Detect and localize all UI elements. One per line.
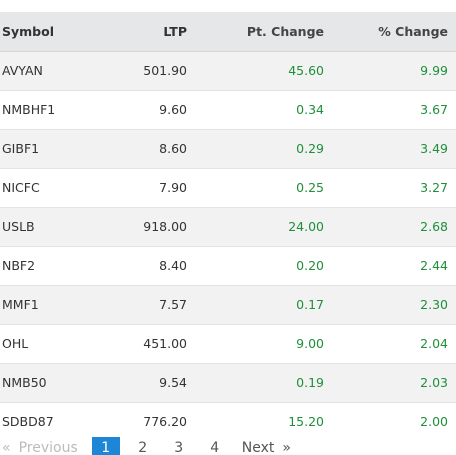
pct-change-cell: 3.67 [326, 89, 456, 129]
previous-button: Previous [18, 440, 78, 455]
page-4-button[interactable]: 4 [210, 440, 220, 455]
pt-change-cell: 0.17 [188, 284, 326, 324]
previous-arrow-icon: « [2, 440, 11, 455]
ltp-cell: 501.90 [104, 50, 188, 90]
pt-change-cell: 15.20 [188, 401, 326, 441]
pt-change-cell: 0.20 [188, 245, 326, 285]
pct-change-cell: 2.04 [326, 323, 456, 363]
table-row[interactable]: USLB 918.00 24.00 2.68 [0, 206, 456, 246]
table-row[interactable]: SDBD87 776.20 15.20 2.00 [0, 401, 456, 441]
ltp-cell: 776.20 [104, 401, 188, 441]
table-row[interactable]: OHL 451.00 9.00 2.04 [0, 323, 456, 363]
pt-change-cell: 45.60 [188, 50, 326, 90]
table-row[interactable]: NMBHF1 9.60 0.34 3.67 [0, 89, 456, 129]
symbol-cell[interactable]: AVYAN [0, 50, 104, 90]
symbol-cell[interactable]: SDBD87 [0, 401, 104, 441]
ltp-cell: 8.60 [104, 128, 188, 168]
page-list: 1 2 3 4 [78, 437, 228, 455]
symbol-cell[interactable]: OHL [0, 323, 104, 363]
pct-change-cell: 2.44 [326, 245, 456, 285]
pt-change-cell: 0.34 [188, 89, 326, 129]
pt-change-cell: 0.29 [188, 128, 326, 168]
table-row[interactable]: NBF2 8.40 0.20 2.44 [0, 245, 456, 285]
page-1-button[interactable]: 1 [91, 437, 120, 455]
pct-change-cell: 3.49 [326, 128, 456, 168]
header-ltp[interactable]: LTP [104, 12, 188, 52]
table-row[interactable]: GIBF1 8.60 0.29 3.49 [0, 128, 456, 168]
pagination: « Previous 1 2 3 4 Next » [0, 437, 291, 455]
page-3-button[interactable]: 3 [174, 440, 184, 455]
top-spacer [0, 0, 456, 12]
pct-change-cell: 2.68 [326, 206, 456, 246]
ltp-cell: 7.90 [104, 167, 188, 207]
header-symbol[interactable]: Symbol [0, 12, 104, 52]
pt-change-cell: 24.00 [188, 206, 326, 246]
table-row[interactable]: MMF1 7.57 0.17 2.30 [0, 284, 456, 324]
pct-change-cell: 2.03 [326, 362, 456, 402]
next-button[interactable]: Next [241, 440, 275, 455]
pct-change-cell: 2.00 [326, 401, 456, 441]
symbol-cell[interactable]: NICFC [0, 167, 104, 207]
header-pct-change[interactable]: % Change [326, 12, 456, 52]
header-pt-change[interactable]: Pt. Change [188, 12, 326, 52]
next-arrow-icon[interactable]: » [282, 440, 291, 455]
ltp-cell: 9.60 [104, 89, 188, 129]
symbol-cell[interactable]: NMB50 [0, 362, 104, 402]
ltp-cell: 7.57 [104, 284, 188, 324]
ltp-cell: 8.40 [104, 245, 188, 285]
symbol-cell[interactable]: MMF1 [0, 284, 104, 324]
ltp-cell: 918.00 [104, 206, 188, 246]
table-row[interactable]: AVYAN 501.90 45.60 9.99 [0, 50, 456, 90]
pt-change-cell: 0.19 [188, 362, 326, 402]
table-body: AVYAN 501.90 45.60 9.99 NMBHF1 9.60 0.34 3.67 GI… [0, 50, 456, 441]
header-row: Symbol LTP Pt. Change % Change [0, 12, 456, 52]
table-row[interactable]: NMB50 9.54 0.19 2.03 [0, 362, 456, 402]
pct-change-cell: 2.30 [326, 284, 456, 324]
symbol-cell[interactable]: NBF2 [0, 245, 104, 285]
pt-change-cell: 9.00 [188, 323, 326, 363]
symbol-cell[interactable]: USLB [0, 206, 104, 246]
page-2-button[interactable]: 2 [138, 440, 148, 455]
top-gainers-table: Symbol LTP Pt. Change % Change AVYAN 501.… [0, 12, 456, 441]
symbol-cell[interactable]: NMBHF1 [0, 89, 104, 129]
pt-change-cell: 0.25 [188, 167, 326, 207]
ltp-cell: 9.54 [104, 362, 188, 402]
table-row[interactable]: NICFC 7.90 0.25 3.27 [0, 167, 456, 207]
pct-change-cell: 3.27 [326, 167, 456, 207]
table-header: Symbol LTP Pt. Change % Change [0, 12, 456, 52]
symbol-cell[interactable]: GIBF1 [0, 128, 104, 168]
ltp-cell: 451.00 [104, 323, 188, 363]
pct-change-cell: 9.99 [326, 50, 456, 90]
